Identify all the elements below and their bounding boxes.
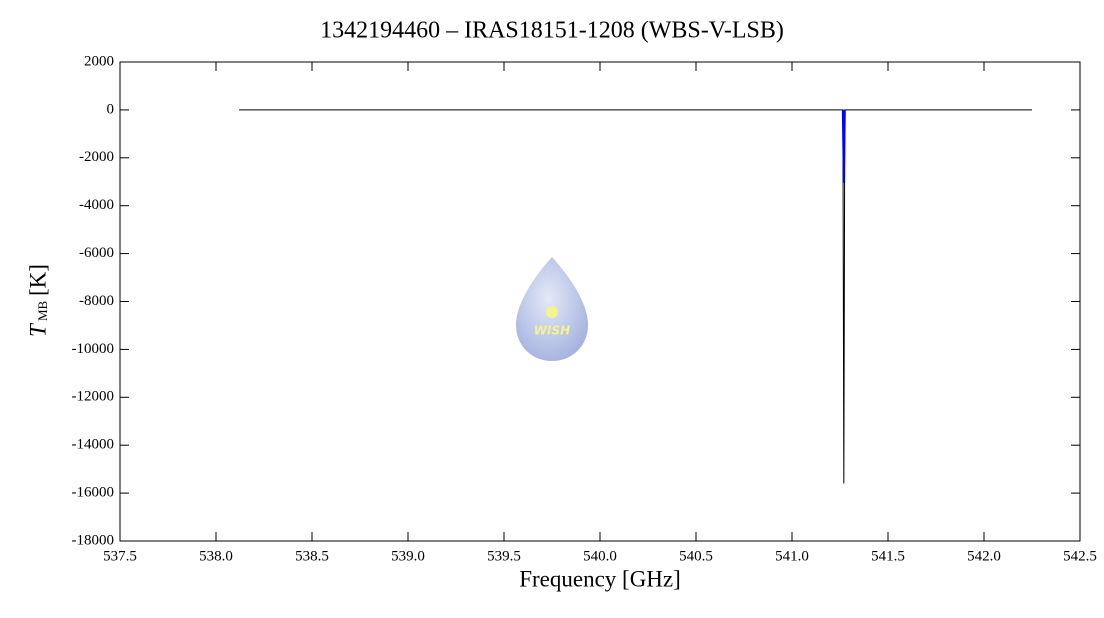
y-axis-label: T MB [K]	[25, 264, 50, 337]
x-tick-label: 539.0	[391, 548, 425, 564]
y-tick-label: 0	[107, 101, 115, 117]
watermark-text: WISH	[534, 324, 570, 338]
y-tick-label: -10000	[72, 341, 115, 357]
chart-title: 1342194460 – IRAS18151-1208 (WBS-V-LSB)	[320, 18, 784, 44]
x-tick-label: 537.5	[103, 548, 137, 564]
watermark: WISH	[516, 257, 588, 361]
y-tick-label: 2000	[84, 53, 114, 69]
x-tick-label: 540.5	[679, 548, 713, 564]
y-label-main: T	[25, 322, 50, 337]
x-tick-label: 541.5	[871, 548, 905, 564]
y-tick-label: -2000	[79, 149, 114, 165]
y-tick-label: -4000	[79, 197, 114, 213]
x-tick-label: 542.5	[1063, 548, 1097, 564]
x-tick-label: 540.0	[583, 548, 617, 564]
y-label-unit: [K]	[25, 264, 50, 296]
plot-frame	[119, 61, 1081, 542]
star	[546, 306, 558, 318]
y-label-sub: MB	[35, 300, 50, 321]
y-tick-label: -12000	[72, 389, 115, 405]
y-tick-label: -8000	[79, 293, 114, 309]
y-tick-label: -18000	[72, 532, 115, 548]
y-tick-label: -6000	[79, 245, 114, 261]
spectrum-line	[239, 109, 1032, 484]
spectrum-line	[841, 109, 846, 183]
x-axis-label: Frequency [GHz]	[519, 566, 681, 591]
y-tick-label: -16000	[72, 485, 115, 501]
x-tick-label: 538.5	[295, 548, 329, 564]
x-tick-label: 539.5	[487, 548, 521, 564]
x-tick-label: 542.0	[967, 548, 1001, 564]
y-tick-label: -14000	[72, 437, 115, 453]
x-tick-label: 538.0	[199, 548, 233, 564]
x-tick-label: 541.0	[775, 548, 809, 564]
